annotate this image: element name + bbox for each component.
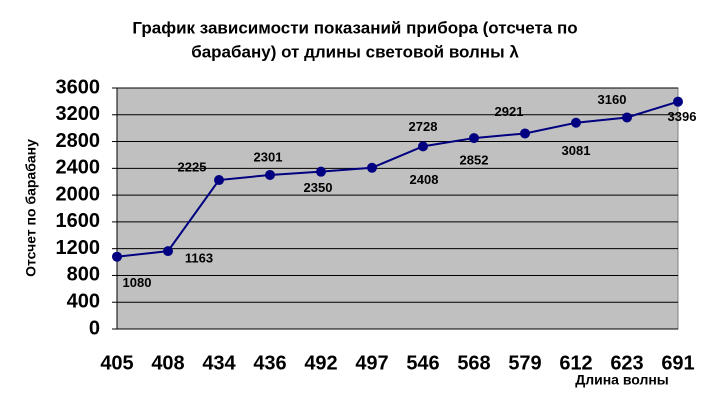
x-axis-label: Длина волны [575, 372, 669, 388]
data-label: 1080 [123, 275, 152, 290]
y-tick-label: 800 [67, 264, 100, 286]
data-label: 3396 [668, 109, 697, 124]
chart-title: График зависимости показаний прибора (от… [132, 18, 577, 37]
data-label: 2852 [460, 153, 489, 168]
data-label: 2728 [409, 119, 438, 134]
x-tick-label: 612 [559, 352, 592, 374]
y-tick-label: 400 [67, 291, 100, 313]
x-tick-label: 492 [304, 352, 337, 374]
y-tick-label: 2800 [56, 130, 101, 152]
x-tick-label: 623 [610, 352, 643, 374]
x-tick-label: 436 [253, 352, 286, 374]
x-tick-label: 568 [457, 352, 490, 374]
data-label: 2350 [304, 180, 333, 195]
series-line [116, 100, 679, 258]
x-tick-label: 497 [355, 352, 388, 374]
data-point [673, 96, 683, 107]
data-label: 1163 [185, 251, 213, 266]
data-label: 3081 [562, 143, 591, 158]
y-axis-label: Отсчет по барабану [23, 139, 39, 277]
x-tick-label: 579 [508, 352, 541, 374]
y-tick-label: 3200 [56, 103, 101, 125]
data-point [367, 162, 377, 173]
data-point [520, 128, 530, 139]
data-point [316, 166, 326, 177]
data-label: 2301 [254, 149, 283, 164]
data-point [418, 141, 428, 152]
plot-area [116, 87, 679, 330]
y-tick-label: 2000 [56, 183, 101, 205]
data-point [469, 133, 479, 144]
x-tick-label: 408 [151, 352, 184, 374]
x-tick-label: 546 [406, 352, 439, 374]
data-point [571, 117, 581, 128]
y-tick-label: 3600 [56, 76, 101, 98]
data-point [622, 112, 632, 123]
data-point [112, 251, 122, 262]
data-point [163, 246, 173, 257]
x-tick-label: 405 [100, 352, 133, 374]
data-label: 2225 [178, 159, 207, 174]
chart-title: барабану) от длины световой волны λ [191, 42, 519, 61]
y-tick-label: 1600 [56, 210, 101, 232]
y-tick-label: 0 [89, 317, 100, 339]
x-tick-label: 691 [661, 352, 694, 374]
data-point [265, 169, 275, 180]
data-point [214, 175, 224, 186]
data-label: 2921 [495, 104, 524, 119]
y-tick-label: 2400 [56, 157, 101, 179]
data-label: 3160 [598, 92, 627, 107]
x-tick-label: 434 [202, 352, 236, 374]
y-tick-label: 1200 [56, 237, 101, 259]
data-label: 2408 [410, 172, 439, 187]
